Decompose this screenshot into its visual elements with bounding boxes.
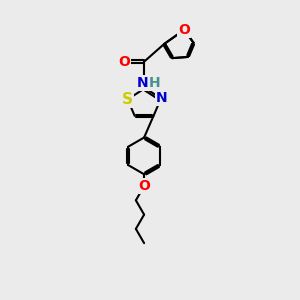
Text: N: N (156, 91, 168, 105)
Text: O: O (138, 179, 150, 193)
Text: N: N (136, 76, 148, 90)
Text: O: O (118, 55, 130, 69)
Text: O: O (178, 23, 190, 37)
Text: H: H (149, 76, 161, 90)
Text: S: S (122, 92, 133, 107)
